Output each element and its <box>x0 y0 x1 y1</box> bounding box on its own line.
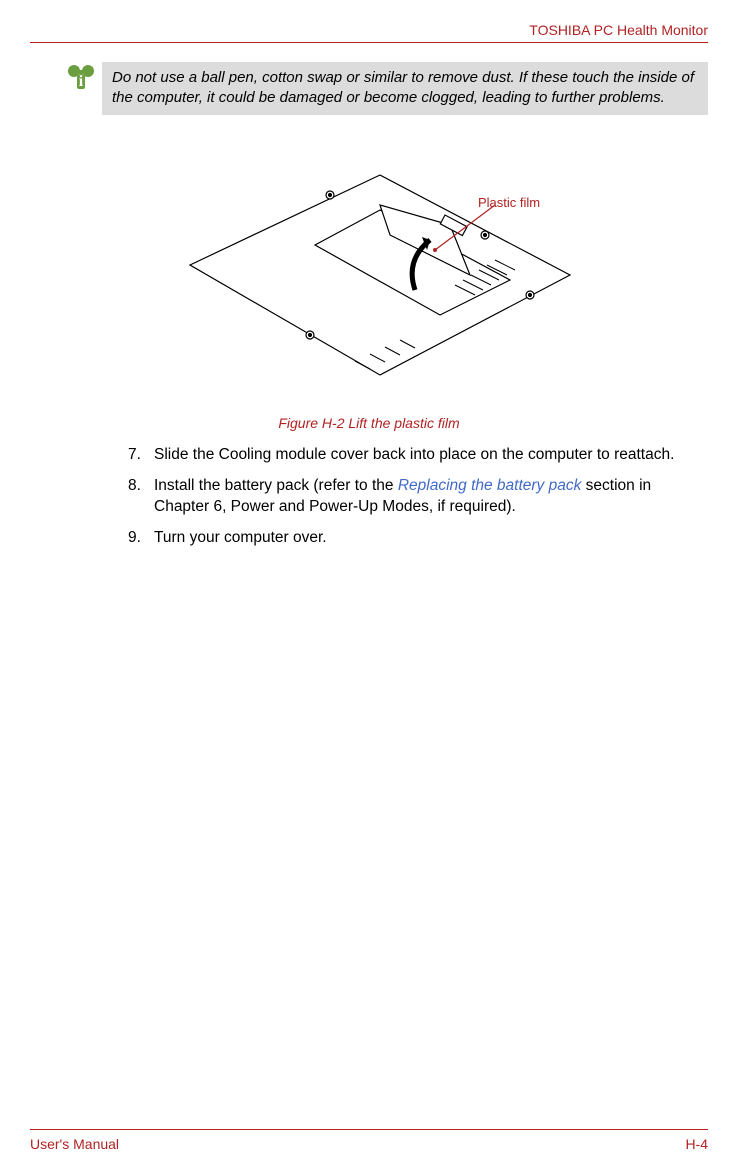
figure-caption: Figure H-2 Lift the plastic film <box>0 415 738 431</box>
header-rule <box>30 42 708 43</box>
list-number: 8. <box>128 476 154 518</box>
list-text-before: Install the battery pack (refer to the <box>154 477 398 494</box>
cross-reference-link[interactable]: Replacing the battery pack <box>398 477 582 494</box>
list-number: 9. <box>128 528 154 549</box>
instruction-list: 7. Slide the Cooling module cover back i… <box>128 445 698 559</box>
footer-rule <box>30 1129 708 1130</box>
page-header-title: TOSHIBA PC Health Monitor <box>529 22 708 38</box>
footer-right: H-4 <box>685 1136 708 1152</box>
list-item: 9. Turn your computer over. <box>128 528 698 549</box>
list-text: Slide the Cooling module cover back into… <box>154 445 698 466</box>
list-text: Turn your computer over. <box>154 528 698 549</box>
svg-text:i: i <box>79 73 84 90</box>
info-note: i Do not use a ball pen, cotton swap or … <box>60 62 708 115</box>
list-item: 7. Slide the Cooling module cover back i… <box>128 445 698 466</box>
list-text: Install the battery pack (refer to the R… <box>154 476 698 518</box>
footer-left: User's Manual <box>30 1136 119 1152</box>
list-number: 7. <box>128 445 154 466</box>
figure-callout-label: Plastic film <box>478 195 540 210</box>
info-icon: i <box>60 62 102 92</box>
list-item: 8. Install the battery pack (refer to th… <box>128 476 698 518</box>
info-note-text: Do not use a ball pen, cotton swap or si… <box>102 62 708 115</box>
